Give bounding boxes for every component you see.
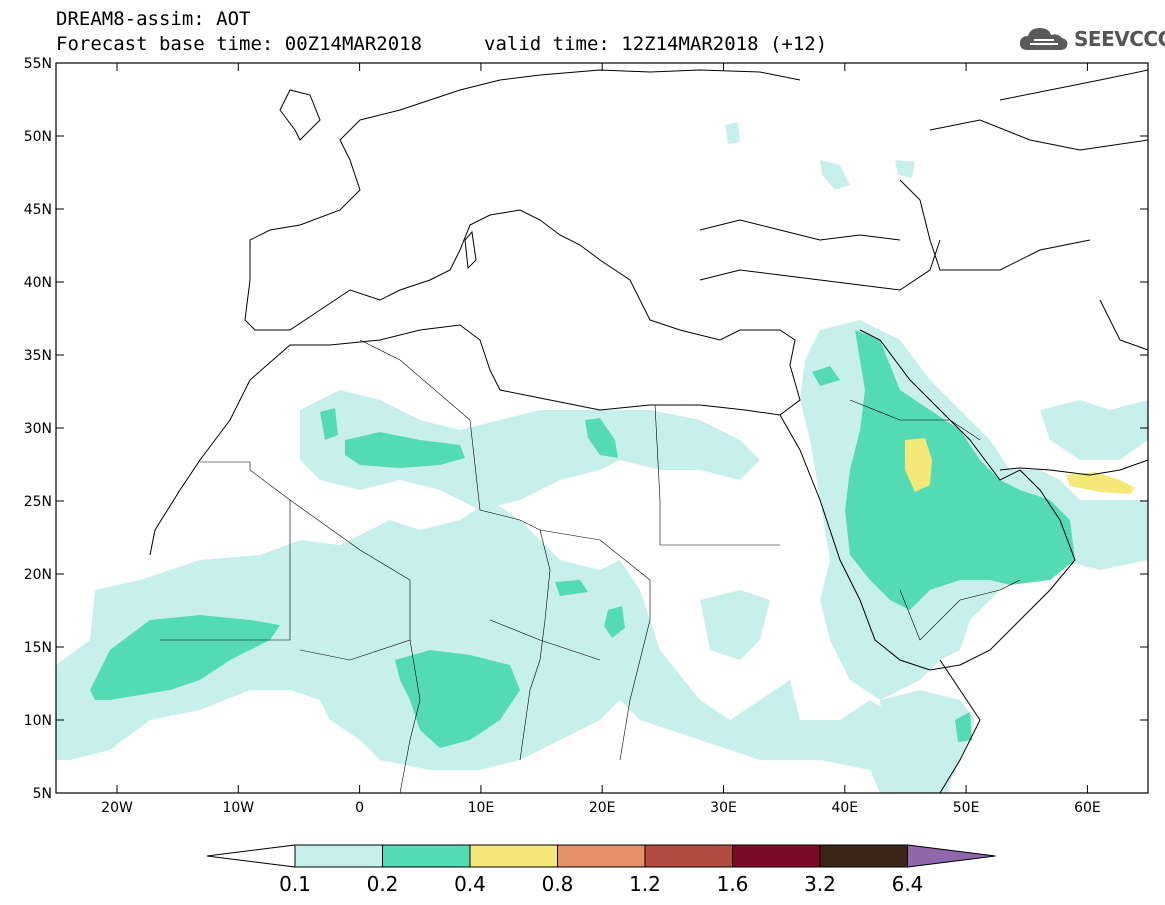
aot-0.1-0.2 <box>56 122 1148 793</box>
logo-text: SEEVCCC <box>1074 27 1165 51</box>
lon-label: 20E <box>589 800 616 816</box>
lon-label: 10E <box>468 800 495 816</box>
colorbar-label: 0.2 <box>366 872 399 896</box>
lat-label: 10N <box>24 713 52 729</box>
lat-label: 45N <box>24 202 52 218</box>
lat-label: 55N <box>24 56 52 72</box>
colorbar-label: 3.2 <box>804 872 836 896</box>
colorbar-label: 0.1 <box>279 872 311 896</box>
coastlines <box>149 69 1148 793</box>
colorbar-under-triangle <box>206 844 296 868</box>
lat-label: 50N <box>24 129 52 145</box>
lon-label: 10W <box>222 800 254 816</box>
lat-label: 5N <box>33 786 52 802</box>
aot-field <box>56 122 1148 793</box>
lat-label: 40N <box>24 275 52 291</box>
colorbar-label: 1.2 <box>629 872 661 896</box>
lat-label: 30N <box>24 421 52 437</box>
forecast-base-time: Forecast base time: 00Z14MAR2018 <box>56 33 423 55</box>
colorbar-label: 1.6 <box>716 872 749 896</box>
lon-label: 30E <box>710 800 737 816</box>
colorbar-label: 0.8 <box>541 872 574 896</box>
colorbar-box <box>294 844 383 868</box>
aot-0.4-0.8 <box>905 438 1135 494</box>
aot-0.2-0.4 <box>90 330 1075 748</box>
valid-time: valid time: 12Z14MAR2018 (+12) <box>484 33 828 55</box>
colorbar-label: 0.4 <box>454 872 486 896</box>
colorbar-box <box>819 844 908 868</box>
colorbar-box <box>469 844 558 868</box>
lat-label: 25N <box>24 494 52 510</box>
country-borders <box>160 339 1021 793</box>
colorbar-box <box>557 844 646 868</box>
seevccc-logo: SEEVCCC <box>1018 22 1165 56</box>
lat-label: 20N <box>24 567 52 583</box>
lat-label: 15N <box>24 640 52 656</box>
colorbar-label: 6.4 <box>891 872 924 896</box>
lat-label: 35N <box>24 348 52 364</box>
latitude-axis: 55N 50N 45N 40N 35N 30N 25N 20N 15N 10N 5N <box>24 56 1148 802</box>
lon-label: 0 <box>355 800 364 816</box>
colorbar-box <box>644 844 733 868</box>
lon-label: 50E <box>953 800 980 816</box>
cloud-icon <box>1019 28 1068 50</box>
lon-label: 60E <box>1074 800 1101 816</box>
colorbar-box <box>732 844 821 868</box>
lon-label: 20W <box>101 800 133 816</box>
colorbar-box <box>382 844 471 868</box>
longitude-axis: 20W 10W 0 10E 20E 30E 40E 50E 60E <box>101 63 1101 816</box>
lon-label: 40E <box>831 800 858 816</box>
map-title: DREAM8-assim: AOT <box>56 8 251 30</box>
colorbar <box>206 844 996 868</box>
colorbar-over-triangle <box>907 844 996 868</box>
